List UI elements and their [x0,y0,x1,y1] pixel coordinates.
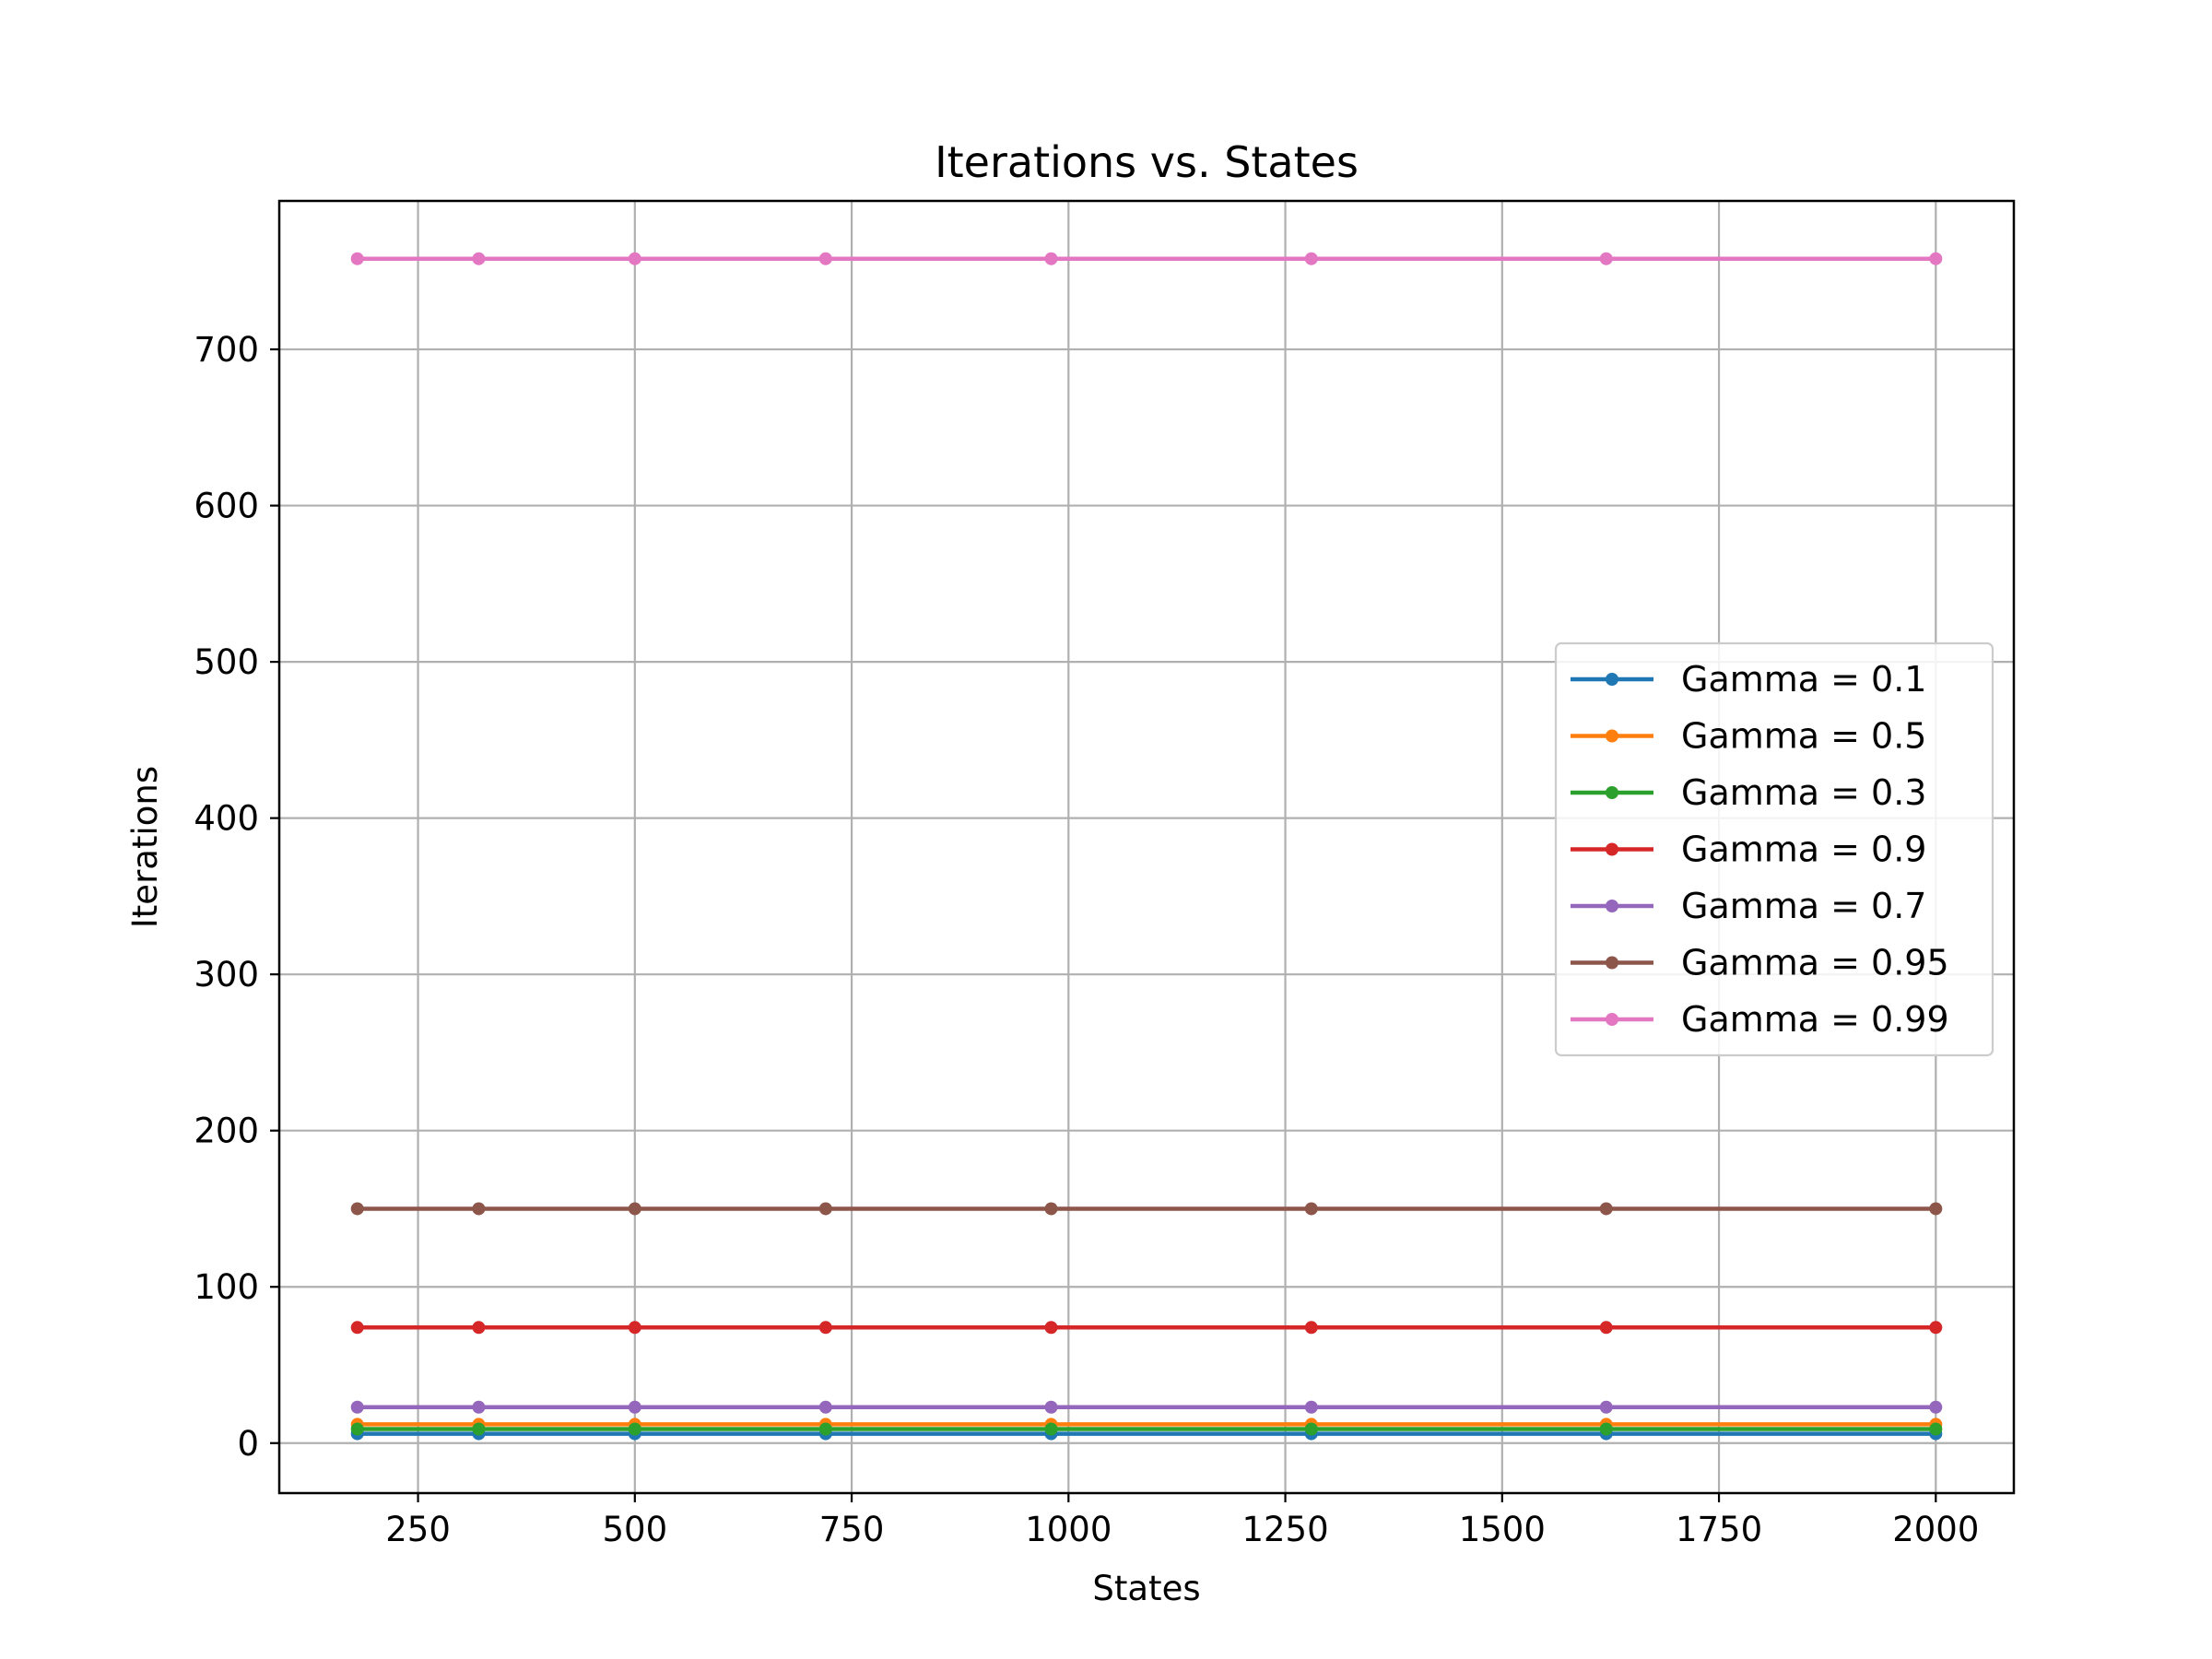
data-point [1929,1321,1943,1335]
legend-label: Gamma = 0.5 [1681,716,1926,757]
legend-entry: Gamma = 0.7 [1571,886,1926,926]
data-point [1044,1422,1058,1436]
x-tick-label: 250 [385,1510,451,1549]
data-point [1929,1202,1943,1216]
legend-box [1554,641,1994,1057]
data-point [628,1400,641,1414]
legend-entry: Gamma = 0.99 [1571,999,1949,1040]
legend-marker [1606,842,1618,856]
x-tick-label: 500 [602,1510,667,1549]
series-group [350,1400,1943,1414]
series-group [350,252,1943,265]
legend-label: Gamma = 0.7 [1681,886,1926,926]
data-point [818,1422,832,1436]
x-tick-label: 1750 [1676,1510,1762,1549]
legend-entry: Gamma = 0.9 [1571,830,1926,870]
data-point [472,1321,486,1335]
data-point [350,1202,364,1216]
y-tick-label: 700 [194,330,259,370]
data-point [1304,1422,1318,1436]
x-axis-ticks: 250 500 750 1000 1250 1500 1750 2000 [385,1493,1979,1549]
legend-entry: Gamma = 0.1 [1571,659,1926,700]
x-tick-label: 1000 [1025,1510,1112,1549]
plot-area-frame [277,199,2016,1495]
data-point [628,1422,641,1436]
x-tick-label: 750 [819,1510,885,1549]
x-tick-label: 2000 [1892,1510,1979,1549]
legend-label: Gamma = 0.3 [1681,772,1926,813]
legend-entry: Gamma = 0.5 [1571,716,1926,757]
data-point [350,1321,364,1335]
legend-marker [1606,1013,1618,1026]
chart-title: Iterations vs. States [935,137,1359,187]
legend-marker [1606,956,1618,970]
data-point [1929,1422,1943,1436]
data-point [1304,1321,1318,1335]
y-tick-label: 200 [194,1112,259,1151]
data-point [1304,252,1318,265]
legend-label: Gamma = 0.1 [1681,659,1926,700]
series-lines [350,252,1943,1441]
data-point [1044,1321,1058,1335]
data-point [1599,1422,1613,1436]
data-point [1599,252,1613,265]
y-tick-label: 300 [194,955,259,994]
data-point [1304,1400,1318,1414]
legend-label: Gamma = 0.99 [1681,999,1949,1040]
data-point [350,1422,364,1436]
data-point [472,1422,486,1436]
legend-marker [1606,729,1618,743]
data-point [628,1202,641,1216]
legend-marker [1606,673,1618,686]
data-point [818,1321,832,1335]
x-tick-label: 1250 [1241,1510,1328,1549]
data-point [472,1202,486,1216]
legend-entry: Gamma = 0.3 [1571,772,1926,813]
data-point [818,1202,832,1216]
y-tick-label: 500 [194,642,259,682]
y-tick-label: 0 [237,1424,259,1464]
y-tick-label: 600 [194,487,259,526]
data-point [1599,1202,1613,1216]
data-point [1304,1202,1318,1216]
data-point [350,1400,364,1414]
series-group [350,1422,1943,1436]
data-point [472,252,486,265]
data-point [628,252,641,265]
data-point [818,252,832,265]
data-point [1599,1400,1613,1414]
data-point [1044,1400,1058,1414]
data-point [1044,1202,1058,1216]
y-tick-label: 100 [194,1267,259,1307]
legend-marker [1606,786,1618,799]
series-group [350,1202,1943,1216]
y-axis-label: Iterations [125,766,165,928]
data-point [1599,1321,1613,1335]
series-group [350,1321,1943,1335]
y-axis-ticks: 0 100 200 300 400 500 600 700 [194,330,279,1464]
legend-label: Gamma = 0.9 [1681,830,1926,870]
data-point [628,1321,641,1335]
data-point [1929,1400,1943,1414]
x-tick-label: 1500 [1459,1510,1546,1549]
data-point [350,252,364,265]
data-point [818,1400,832,1414]
data-point [1929,252,1943,265]
legend-label: Gamma = 0.95 [1681,943,1949,983]
y-tick-label: 400 [194,799,259,839]
data-point [1044,252,1058,265]
legend-marker [1606,900,1618,912]
x-axis-label: States [1092,1569,1200,1608]
legend: Gamma = 0.1 Gamma = 0.5 Gamma = 0.3 Gamma =… [1554,641,1994,1057]
legend-entry: Gamma = 0.95 [1571,943,1949,983]
data-point [472,1400,486,1414]
